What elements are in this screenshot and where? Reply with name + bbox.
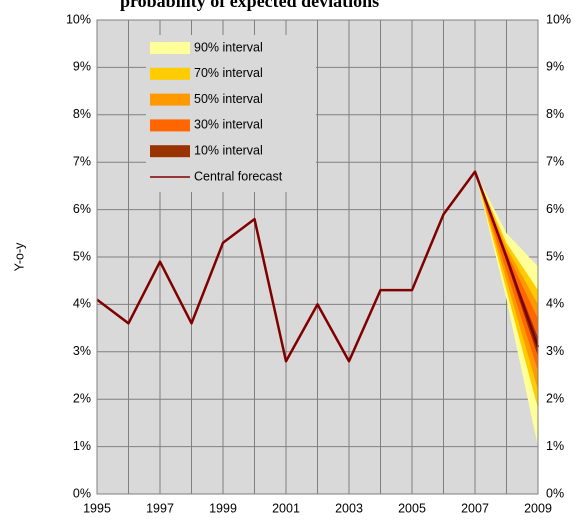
legend-label: 10% interval [194,143,263,157]
chart-title: probability of expected deviations [120,0,379,11]
x-tick-label: 1997 [146,501,174,515]
y2-tick-label: 9% [546,60,564,74]
plot-border [96,19,539,495]
legend-swatch [150,93,190,106]
legend-label: 30% interval [194,118,263,132]
y-tick-label: 1% [73,439,91,453]
x-tick-label: 1995 [83,501,111,515]
y2-tick-label: 0% [546,486,564,500]
legend-box [146,35,316,192]
legend-swatch [150,42,190,54]
y-tick-label: 8% [73,107,91,121]
legend-label: 50% interval [194,92,263,106]
y-axis-label: Y-o-y [12,242,26,271]
x-tick-label: 2003 [335,501,363,515]
legend-swatch [150,119,190,132]
y-tick-label: 2% [73,391,91,405]
y2-tick-label: 3% [546,344,564,358]
y2-tick-label: 8% [546,107,564,121]
y2-tick-label: 1% [546,439,564,453]
y-tick-label: 9% [73,60,91,74]
y-tick-label: 0% [73,486,91,500]
y-tick-label: 4% [73,297,91,311]
line [96,170,540,363]
y2-tick-label: 6% [546,202,564,216]
y2-tick-label: 7% [546,154,564,168]
y-tick-label: 3% [73,344,91,358]
legend-swatch [150,145,190,158]
legend-label: 90% interval [194,40,263,54]
legend-label: 70% interval [194,66,263,80]
x-tick-label: 2001 [272,501,300,515]
x-tick-label: 1999 [209,501,237,515]
y2-tick-label: 5% [546,249,564,263]
y2-tick-label: 4% [546,297,564,311]
y-tick-label: 10% [66,12,91,26]
y-tick-label: 6% [73,202,91,216]
fan-band [475,171,538,371]
x-tick-label: 2009 [524,501,552,515]
y-tick-label: 5% [73,249,91,263]
y2-tick-label: 2% [546,391,564,405]
x-tick-label: 2005 [398,501,426,515]
legend-label: Central forecast [194,169,283,183]
x-tick-label: 2007 [461,501,489,515]
fan-band [475,171,538,390]
y-tick-label: 7% [73,154,91,168]
fan-band [475,171,538,409]
legend-swatch [150,67,190,80]
y2-tick-label: 10% [546,12,571,26]
